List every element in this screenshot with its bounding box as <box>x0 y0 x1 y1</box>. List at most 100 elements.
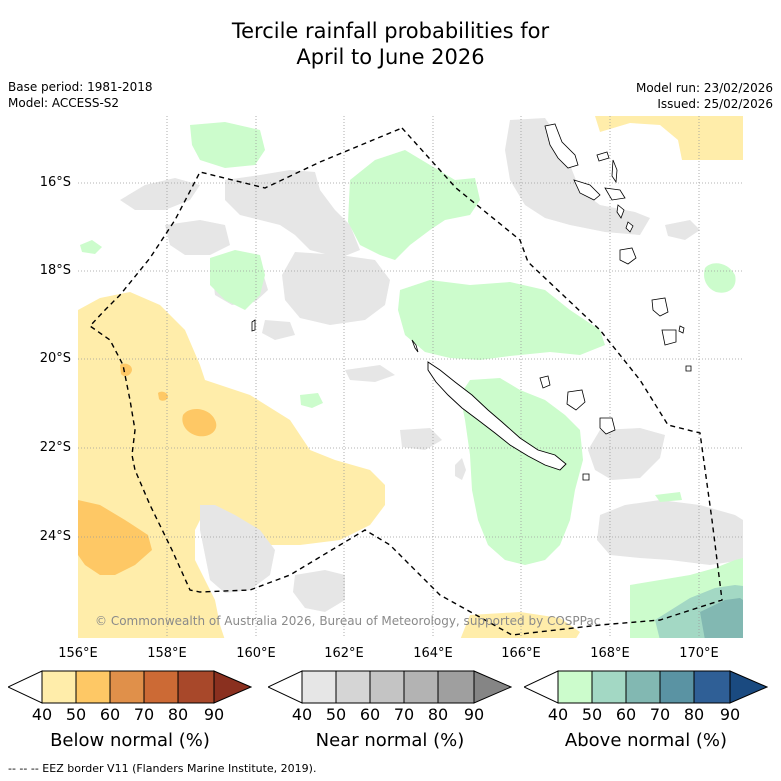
tick-label: 80 <box>167 705 189 724</box>
graticule <box>78 116 743 638</box>
island-coastline <box>685 365 692 372</box>
near-normal-region <box>262 320 295 340</box>
legend-above-arrow-right <box>729 670 768 704</box>
legend-above-title: Above normal (%) <box>564 730 728 751</box>
tick-label: 40 <box>31 705 53 724</box>
tick-label: 80 <box>683 705 705 724</box>
tick-label: 60 <box>615 705 637 724</box>
eez-border <box>88 127 723 636</box>
island-coastline <box>625 221 634 233</box>
tick-label: 50 <box>581 705 603 724</box>
new-caledonia-coastline <box>427 361 567 471</box>
legend-above-swatch <box>693 670 731 704</box>
above-normal-region <box>348 150 480 260</box>
legend-near-arrow-left <box>268 670 303 704</box>
tick-label: 50 <box>65 705 87 724</box>
above-normal-region <box>300 393 323 408</box>
near-normal-region <box>345 365 395 382</box>
island-coastline <box>544 123 579 169</box>
lon-label-168e: 168°E <box>590 646 630 661</box>
legend-below-title: Below normal (%) <box>50 730 210 751</box>
lon-label-162e: 162°E <box>324 646 364 661</box>
tick-label: 70 <box>133 705 155 724</box>
near-normal-region <box>588 428 665 480</box>
near-normal-region <box>282 252 390 325</box>
legend-bar-near <box>268 670 512 704</box>
legend-below-swatch <box>75 670 111 704</box>
legend-above-arrow-left <box>524 670 559 704</box>
legend-below-swatch <box>177 670 215 704</box>
island-coastline <box>251 319 256 332</box>
above-normal-region <box>700 598 743 638</box>
legend-below-arrow-right <box>213 670 252 704</box>
lat-label-20s: 20°S <box>39 351 71 366</box>
model-name: Model: ACCESS-S2 <box>8 96 120 110</box>
tick-label: 50 <box>325 705 347 724</box>
legend-above-swatch <box>625 670 661 704</box>
near-normal-region <box>200 505 275 593</box>
island-coastline <box>539 375 551 389</box>
issued-date: Issued: 25/02/2026 <box>657 97 773 111</box>
near-normal-region <box>400 428 442 450</box>
lat-label-18s: 18°S <box>39 263 71 278</box>
tick-label: 60 <box>99 705 121 724</box>
lon-label-160e: 160°E <box>236 646 276 661</box>
island-coastline <box>619 247 637 265</box>
legend-above-swatch <box>557 670 593 704</box>
island-coastline <box>604 187 626 201</box>
title-line-2: April to June 2026 <box>296 45 485 69</box>
tick-label: 90 <box>463 705 485 724</box>
map-area <box>78 116 743 638</box>
near-normal-region <box>293 570 345 612</box>
island-coastline <box>566 389 586 411</box>
above-normal-region <box>655 492 682 502</box>
near-normal-region <box>505 118 650 235</box>
lon-label-170e: 170°E <box>679 646 719 661</box>
lon-label-158e: 158°E <box>147 646 187 661</box>
legend-above-swatch <box>591 670 627 704</box>
island-coastline <box>661 329 677 346</box>
below-normal-region <box>460 612 580 638</box>
above-normal-region <box>210 250 265 310</box>
island-coastline <box>582 473 590 481</box>
above-normal-region <box>80 240 102 254</box>
lon-label-166e: 166°E <box>501 646 541 661</box>
legend-above-swatch <box>659 670 695 704</box>
map-title: Tercile rainfall probabilities for April… <box>0 18 781 70</box>
near-normal-region <box>597 500 743 565</box>
tick-label: 40 <box>291 705 313 724</box>
below-normal-region <box>78 292 385 638</box>
near-normal-region <box>165 220 230 255</box>
below-normal-region <box>595 116 743 160</box>
near-normal-region <box>120 178 200 210</box>
lon-label-156e: 156°E <box>58 646 98 661</box>
island-coastline <box>411 339 419 353</box>
tick-label: 90 <box>719 705 741 724</box>
near-normal-region <box>455 458 466 480</box>
base-period: Base period: 1981-2018 <box>8 80 153 94</box>
legend-below-swatch <box>109 670 145 704</box>
model-run: Model run: 23/02/2026 <box>635 81 773 95</box>
island-coastline <box>611 159 618 184</box>
lon-label-164e: 164°E <box>413 646 453 661</box>
island-coastline <box>599 417 616 435</box>
legend-near-swatch <box>369 670 405 704</box>
near-normal-region <box>665 220 700 240</box>
map-svg <box>78 116 743 638</box>
island-coastline <box>573 179 601 201</box>
eez-footnote: -- -- -- EEZ border V11 (Flanders Marine… <box>8 762 317 775</box>
island-coastline <box>596 151 610 162</box>
title-line-1: Tercile rainfall probabilities for <box>231 19 550 43</box>
copyright-notice: © Commonwealth of Australia 2026, Bureau… <box>95 614 601 628</box>
island-coastline <box>616 204 625 219</box>
island-coastline <box>678 325 685 334</box>
legend-below-arrow-left <box>8 670 43 704</box>
legend-near-swatch <box>437 670 475 704</box>
below-normal-region <box>158 391 168 401</box>
legend-near-swatch <box>301 670 337 704</box>
legend-near-swatch <box>403 670 439 704</box>
above-normal-region <box>704 263 736 293</box>
below-normal-region <box>78 500 152 575</box>
tick-label: 70 <box>393 705 415 724</box>
above-normal-region <box>190 122 265 168</box>
